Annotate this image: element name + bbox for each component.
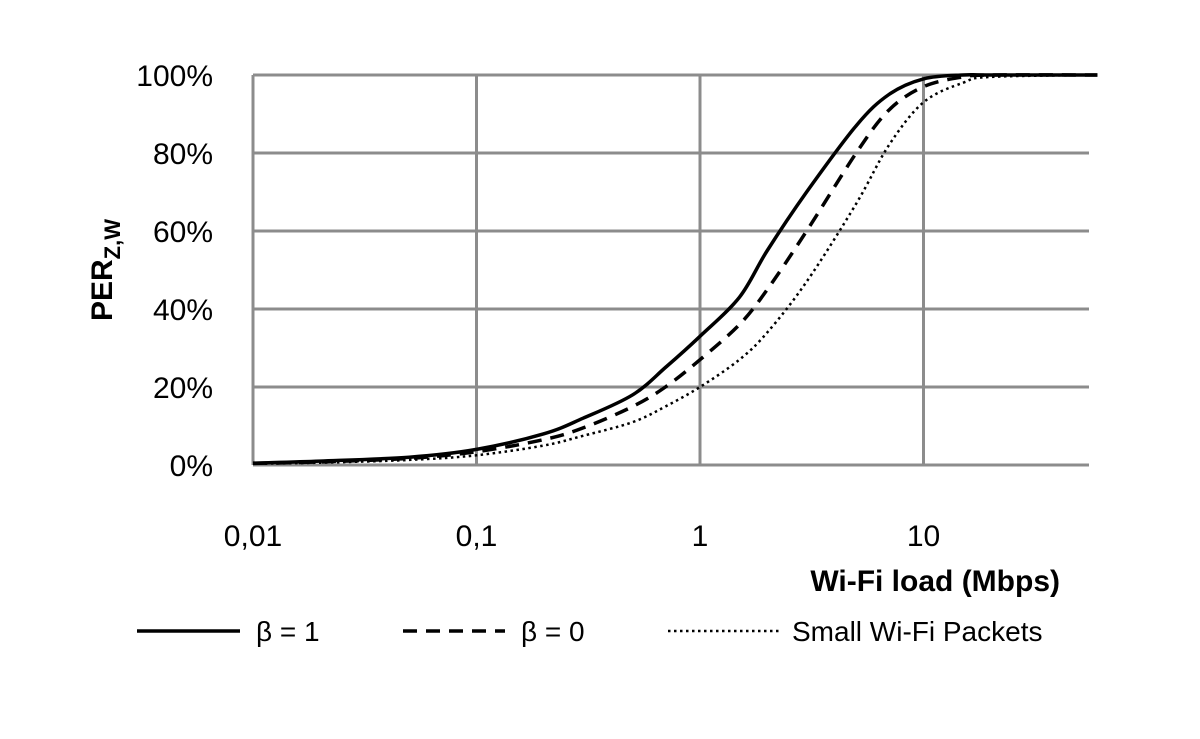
x-tick-label: 1 <box>692 520 709 553</box>
y-axis-title-main: PER <box>86 259 119 321</box>
y-tick-label: 40% <box>153 294 213 327</box>
x-axis-title: Wi-Fi load (Mbps) <box>810 565 1060 598</box>
y-tick-label: 100% <box>136 60 213 93</box>
series-line-3 <box>252 73 1098 466</box>
y-tick-labels: 0% 20% 40% 60% 80% 100% <box>136 60 213 483</box>
legend-label-3: Small Wi-Fi Packets <box>792 616 1042 647</box>
y-axis-title: PERZ,W <box>86 219 125 321</box>
gridlines <box>251 73 1089 467</box>
y-tick-label: 60% <box>153 216 213 249</box>
y-tick-label: 80% <box>153 138 213 171</box>
series-line-1 <box>252 72 1098 465</box>
legend-label-2: β = 0 <box>521 616 585 647</box>
x-tick-labels: 0,01 0,1 1 10 <box>224 520 940 553</box>
series-lines <box>252 72 1098 466</box>
y-axis-title-subscript: Z,W <box>100 219 125 260</box>
y-tick-label: 0% <box>170 450 213 483</box>
series-line-2 <box>252 73 1098 466</box>
x-tick-label: 10 <box>907 520 940 553</box>
x-tick-label: 0,01 <box>224 520 282 553</box>
y-tick-label: 20% <box>153 372 213 405</box>
legend: β = 1 β = 0 Small Wi-Fi Packets <box>137 616 1042 647</box>
x-tick-label: 0,1 <box>456 520 498 553</box>
legend-label-1: β = 1 <box>256 616 320 647</box>
